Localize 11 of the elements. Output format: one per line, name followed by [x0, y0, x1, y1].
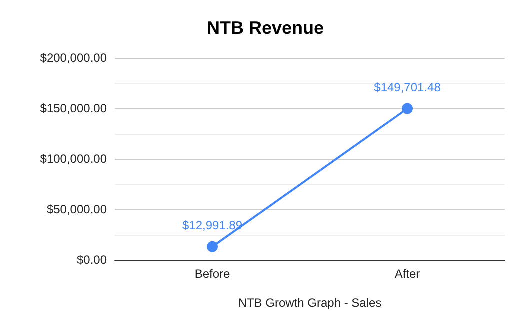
- x-axis-title: NTB Growth Graph - Sales: [238, 296, 382, 310]
- y-tick-label: $100,000.00: [40, 152, 108, 166]
- x-tick-label: After: [394, 267, 420, 281]
- y-tick-label: $150,000.00: [40, 102, 108, 116]
- chart-title: NTB Revenue: [206, 18, 324, 38]
- y-tick-label: $200,000.00: [40, 51, 108, 65]
- data-label: $149,701.48: [374, 80, 442, 94]
- data-label: $12,991.89: [182, 218, 243, 232]
- y-tick-label: $0.00: [76, 253, 108, 267]
- x-tick-label: Before: [194, 267, 230, 281]
- y-tick-label: $50,000.00: [46, 202, 108, 216]
